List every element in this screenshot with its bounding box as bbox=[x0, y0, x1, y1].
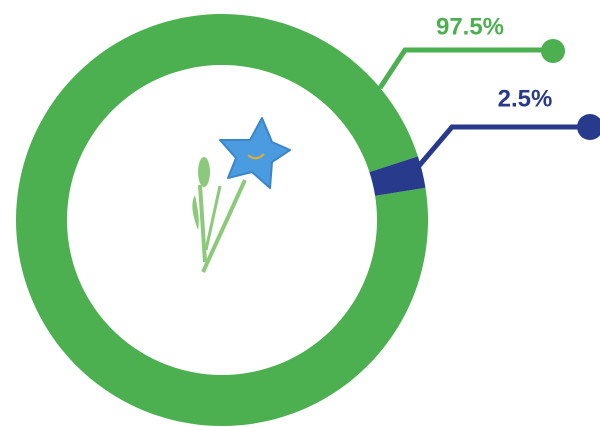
value-label: 97.5% bbox=[436, 13, 504, 40]
donut-slice bbox=[16, 14, 428, 426]
leader-line bbox=[418, 127, 588, 167]
leader-dot bbox=[541, 39, 565, 63]
chart: 97.5% 2.5% bbox=[0, 0, 600, 427]
leader-line bbox=[380, 50, 550, 88]
value-label: 2.5% bbox=[498, 85, 553, 112]
page: {"chart_data": {"type": "donut", "values… bbox=[0, 0, 600, 427]
flower-icon bbox=[192, 118, 290, 272]
leader-dot bbox=[577, 114, 600, 140]
